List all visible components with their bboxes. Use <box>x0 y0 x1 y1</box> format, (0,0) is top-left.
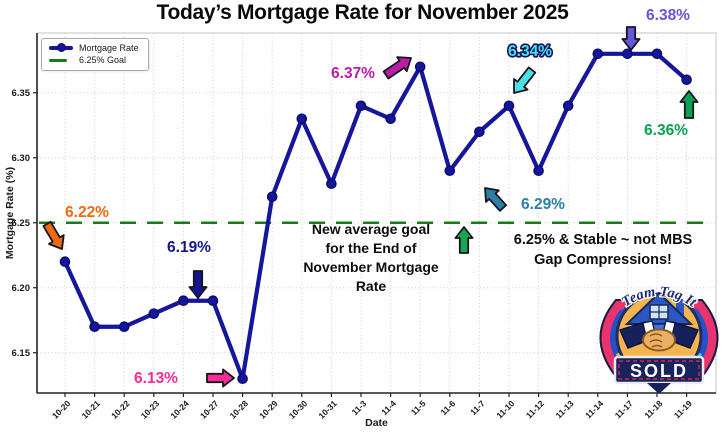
logo-badge: SOLD Team Tag It <box>599 283 719 394</box>
annotation-label: 6.37% <box>331 65 375 82</box>
data-point <box>355 100 367 112</box>
green-line-icon <box>49 58 67 62</box>
annotation-label: 6.36% <box>644 122 688 139</box>
goal-note-text: New average goal for the End of November… <box>303 221 439 294</box>
y-axis-title: Mortgage Rate (%) <box>4 166 16 260</box>
data-point <box>681 74 692 86</box>
x-tick-label: 11-6 <box>438 398 457 417</box>
data-point <box>178 295 189 307</box>
data-point <box>237 373 248 385</box>
legend-item-goal: 6.25% Goal <box>49 54 139 66</box>
axes-frame <box>33 32 717 397</box>
annotation-arrow <box>382 56 412 80</box>
legend-label: Mortgage Rate <box>79 43 139 53</box>
data-point <box>622 48 633 60</box>
annotation-label: 6.34% <box>508 43 552 60</box>
data-point <box>118 321 130 333</box>
series-line <box>59 48 692 385</box>
data-point <box>326 178 337 190</box>
data-point <box>385 113 396 125</box>
annotation-arrow <box>679 90 699 119</box>
annotation-label: 6.13% <box>134 370 178 387</box>
data-point <box>562 100 574 112</box>
x-axis-title: Date <box>365 417 388 429</box>
annotation-arrow <box>621 26 641 51</box>
gridlines <box>37 33 716 393</box>
stability-note-text: 6.25% & Stable ~ not MBS Gap Compression… <box>513 232 693 268</box>
data-point <box>296 113 308 125</box>
mortgage-rate-line <box>62 51 689 381</box>
logo-handshake-fingers <box>649 333 663 348</box>
x-tick-label: 11-7 <box>468 398 487 417</box>
data-point <box>207 295 219 307</box>
x-tick-label: 11-4 <box>379 398 398 417</box>
annotations: 6.22% 6.19% 6.13% 6.37% 6.34% 6.29% 6.38% 6.36% <box>42 5 699 389</box>
data-point <box>89 321 100 333</box>
annotation-arrow <box>484 187 508 212</box>
logo-sold-text: SOLD <box>630 361 688 381</box>
data-point <box>533 165 544 177</box>
chart-title: Today’s Mortgage Rate for November 2025 <box>156 1 569 24</box>
annotation-arrow <box>206 368 235 388</box>
data-point <box>592 48 604 60</box>
annotation-arrow <box>188 270 208 299</box>
legend-item-mortgage-rate: Mortgage Rate <box>49 42 139 54</box>
legend-label: 6.25% Goal <box>79 55 127 65</box>
data-point <box>474 126 485 138</box>
x-tick-label: 11-5 <box>409 398 428 417</box>
logo-shield-point <box>647 383 671 394</box>
data-point <box>414 61 426 73</box>
logo-house-chimney <box>676 300 684 316</box>
y-tick-label: 6.30 <box>12 153 31 164</box>
blue-line-marker-icon <box>49 43 73 52</box>
data-point <box>503 100 515 112</box>
y-tick-label: 6.25 <box>12 218 31 229</box>
data-point <box>444 165 456 177</box>
y-tick-label: 6.15 <box>12 348 31 359</box>
annotation-arrow <box>454 226 474 254</box>
annotation-label: 6.19% <box>167 239 211 256</box>
data-point <box>148 308 160 320</box>
annotation-label: 6.29% <box>521 196 565 213</box>
x-tick-label: 11-3 <box>350 398 369 417</box>
annotation-arrow <box>513 66 537 94</box>
chart-legend: Mortgage Rate 6.25% Goal <box>41 38 149 71</box>
annotation-label: 6.38% <box>646 7 690 24</box>
data-point <box>59 256 71 268</box>
data-point <box>266 191 278 203</box>
data-point <box>651 48 663 60</box>
y-tick-label: 6.20 <box>12 283 31 294</box>
y-tick-label: 6.35 <box>12 88 31 99</box>
annotation-label: 6.22% <box>65 204 109 221</box>
annotation-arrow <box>42 220 65 250</box>
